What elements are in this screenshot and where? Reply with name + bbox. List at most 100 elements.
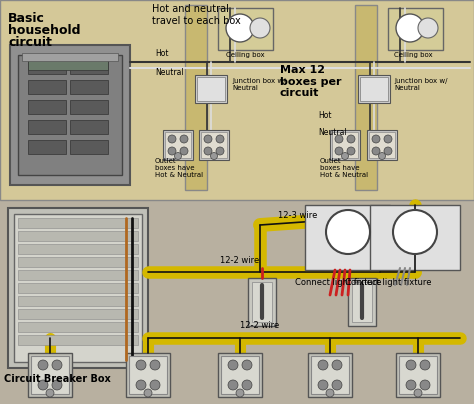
Bar	[311, 356, 349, 394]
Circle shape	[174, 152, 182, 160]
Circle shape	[347, 147, 355, 155]
Circle shape	[393, 210, 437, 254]
Bar	[218, 8, 273, 50]
Circle shape	[414, 389, 422, 397]
Circle shape	[242, 360, 252, 370]
Bar	[163, 130, 193, 160]
Bar	[0, 0, 474, 200]
Bar	[129, 356, 167, 394]
Circle shape	[372, 147, 380, 155]
Bar	[218, 353, 262, 397]
Circle shape	[372, 135, 380, 143]
Bar	[396, 353, 440, 397]
Text: 12-2 wire: 12-2 wire	[240, 321, 279, 330]
Bar	[28, 140, 66, 154]
Circle shape	[180, 135, 188, 143]
Text: household: household	[8, 24, 81, 37]
Text: Connect light fixture: Connect light fixture	[345, 278, 431, 287]
Bar	[18, 257, 138, 267]
Bar	[355, 5, 377, 190]
Bar	[352, 282, 372, 322]
Bar	[308, 353, 352, 397]
Bar	[22, 53, 118, 61]
Bar	[252, 282, 272, 322]
Circle shape	[418, 18, 438, 38]
Circle shape	[332, 380, 342, 390]
Bar	[28, 353, 72, 397]
Circle shape	[332, 360, 342, 370]
Circle shape	[210, 152, 218, 160]
Text: 12-2 wire: 12-2 wire	[220, 256, 259, 265]
Bar	[348, 278, 376, 326]
Bar	[8, 208, 148, 368]
Bar	[369, 132, 395, 158]
Bar	[28, 100, 66, 114]
Bar	[360, 77, 388, 101]
Circle shape	[216, 147, 224, 155]
Circle shape	[168, 135, 176, 143]
Bar	[0, 0, 474, 200]
Circle shape	[326, 389, 334, 397]
Bar	[14, 214, 142, 362]
Bar	[28, 120, 66, 134]
Bar	[332, 132, 358, 158]
Bar	[28, 60, 66, 74]
Circle shape	[236, 389, 244, 397]
Text: Ceiling box: Ceiling box	[226, 52, 264, 58]
Circle shape	[168, 147, 176, 155]
Circle shape	[228, 360, 238, 370]
Circle shape	[180, 147, 188, 155]
Bar	[126, 353, 170, 397]
Circle shape	[52, 380, 62, 390]
Bar	[31, 356, 69, 394]
Circle shape	[335, 147, 343, 155]
Circle shape	[384, 135, 392, 143]
Circle shape	[46, 389, 54, 397]
Text: Max 12
boxes per
circuit: Max 12 boxes per circuit	[280, 65, 341, 98]
Bar	[305, 205, 390, 270]
Circle shape	[318, 380, 328, 390]
Bar	[221, 356, 259, 394]
Text: Circuit Breaker Box: Circuit Breaker Box	[4, 374, 111, 384]
Bar	[18, 309, 138, 319]
Text: Hot: Hot	[155, 49, 168, 58]
Bar	[18, 296, 138, 306]
Circle shape	[341, 152, 348, 160]
Circle shape	[420, 360, 430, 370]
Circle shape	[150, 380, 160, 390]
Circle shape	[228, 380, 238, 390]
Text: Outlet
boxes have
Hot & Neutral: Outlet boxes have Hot & Neutral	[320, 158, 368, 178]
Text: Neutral: Neutral	[155, 68, 183, 77]
Circle shape	[335, 135, 343, 143]
Circle shape	[144, 389, 152, 397]
Circle shape	[250, 18, 270, 38]
Bar	[18, 270, 138, 280]
Text: Basic: Basic	[8, 12, 45, 25]
Bar	[248, 278, 276, 326]
Bar	[197, 77, 225, 101]
Bar	[199, 130, 229, 160]
Bar	[185, 5, 207, 190]
Circle shape	[318, 360, 328, 370]
Text: Connect light fixture: Connect light fixture	[295, 278, 382, 287]
Bar	[70, 120, 108, 134]
Circle shape	[216, 135, 224, 143]
Text: Hot and neutral
travel to each box: Hot and neutral travel to each box	[152, 4, 241, 25]
Bar	[367, 130, 397, 160]
Text: Neutral: Neutral	[318, 128, 346, 137]
Text: Outlet
boxes have
Hot & Neutral: Outlet boxes have Hot & Neutral	[155, 158, 203, 178]
Bar	[18, 322, 138, 332]
Text: Junction box w/
Neutral: Junction box w/ Neutral	[232, 78, 285, 91]
Bar	[70, 80, 108, 94]
Bar	[370, 205, 460, 270]
Bar	[388, 8, 443, 50]
Bar	[28, 80, 66, 94]
Circle shape	[347, 135, 355, 143]
Bar	[165, 132, 191, 158]
Circle shape	[38, 360, 48, 370]
Bar	[18, 231, 138, 241]
Bar	[330, 130, 360, 160]
Bar	[0, 200, 474, 404]
Circle shape	[136, 360, 146, 370]
Bar	[399, 356, 437, 394]
